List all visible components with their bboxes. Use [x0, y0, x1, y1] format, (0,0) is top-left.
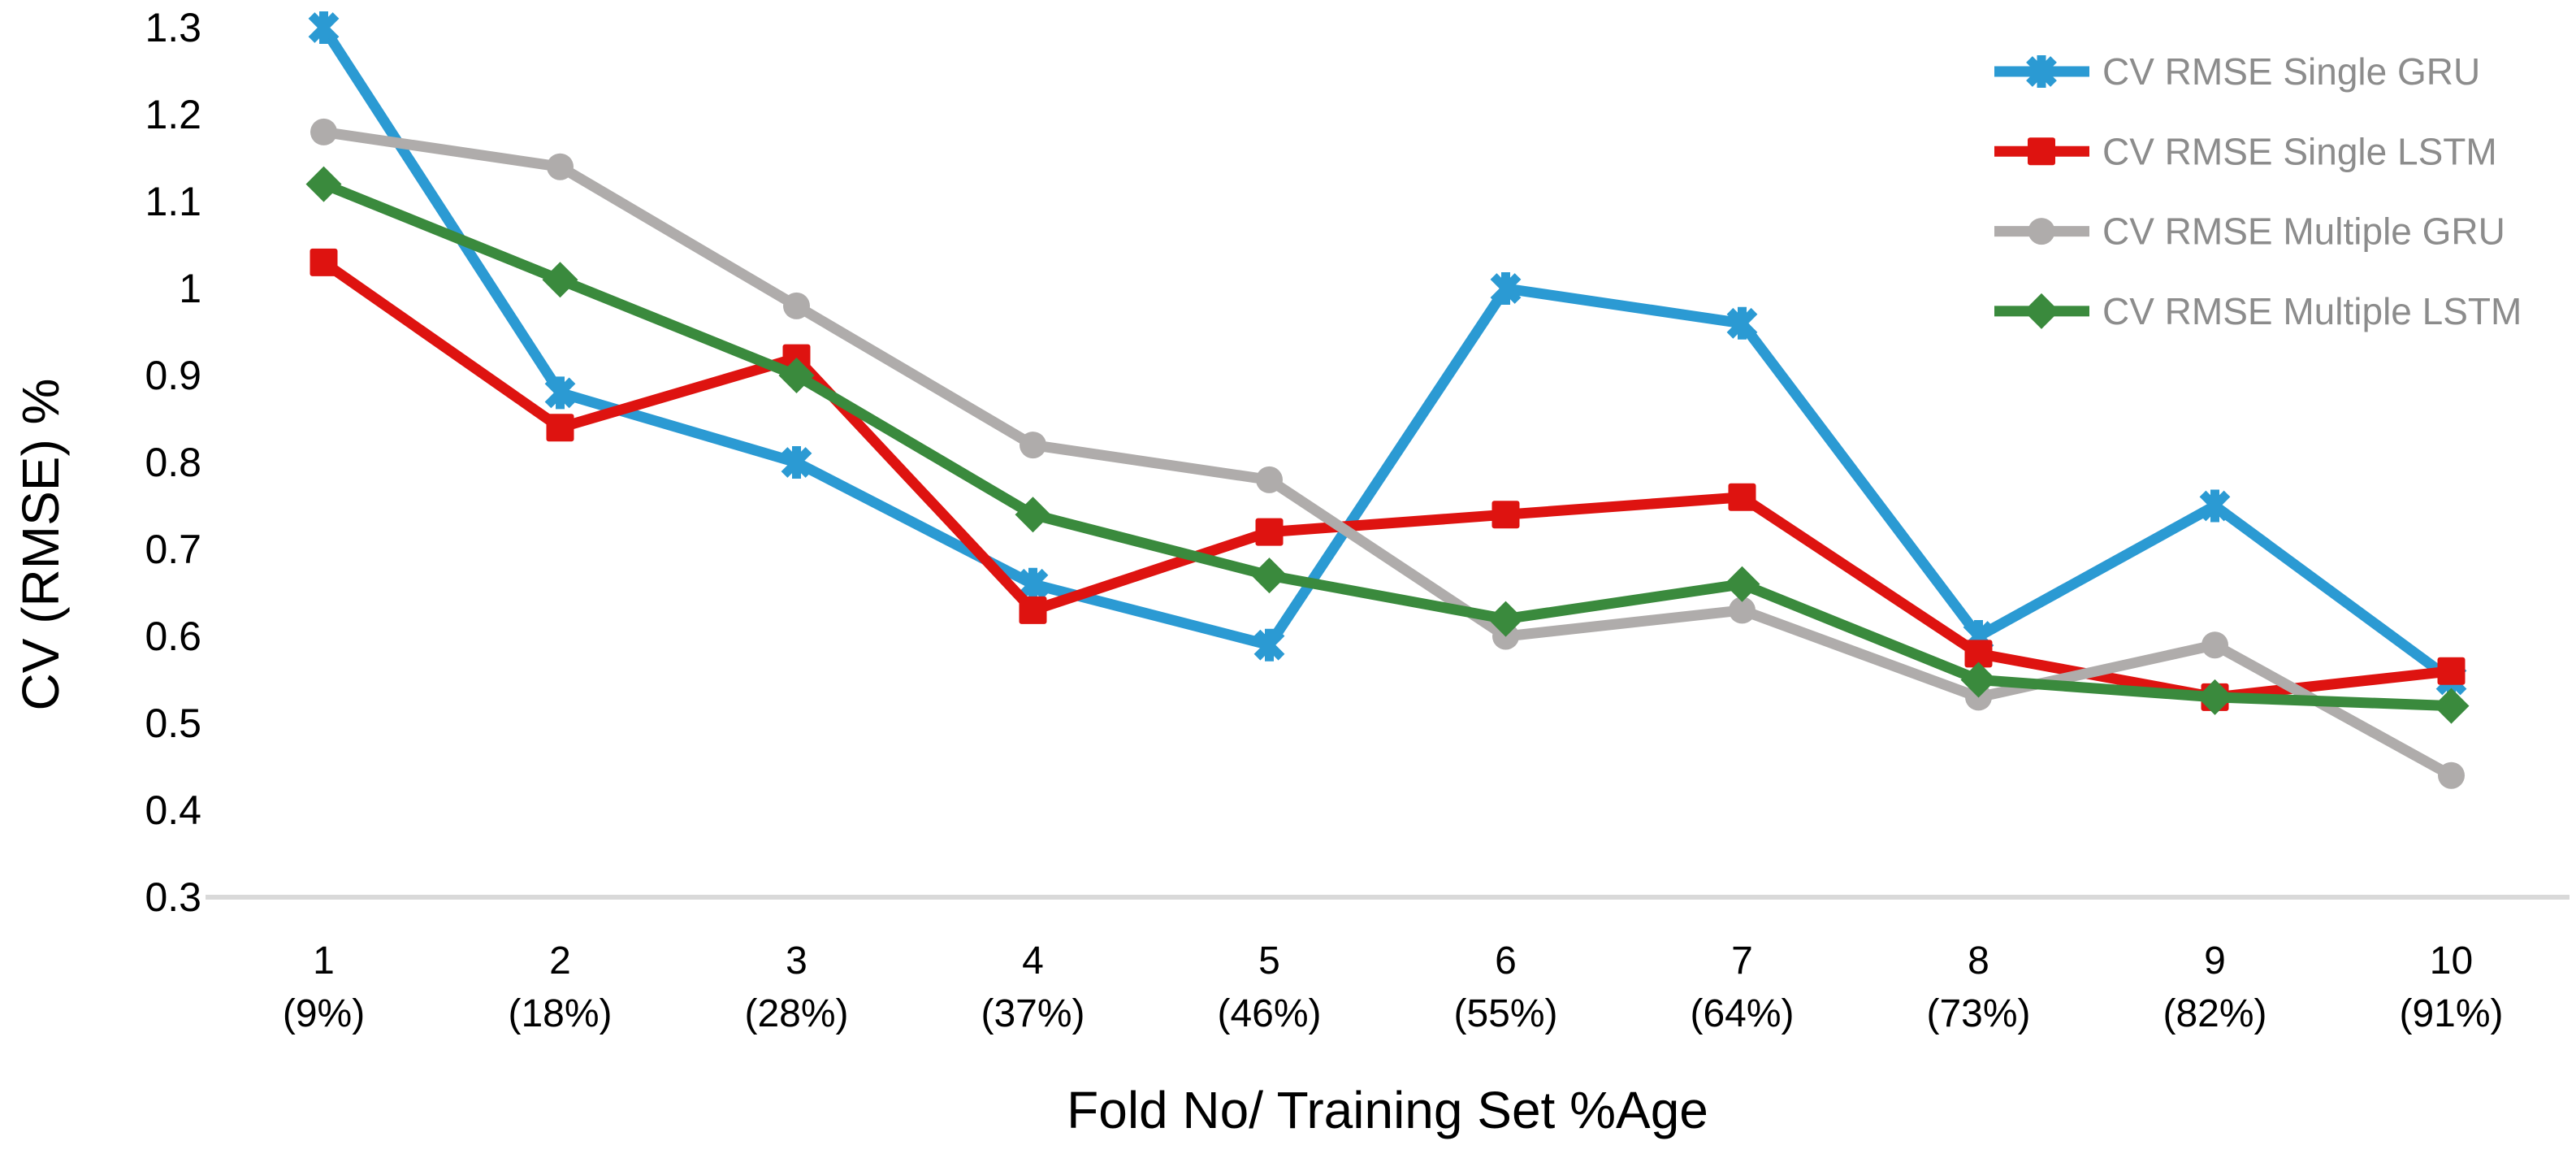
data-point-square: [2028, 137, 2055, 166]
x-tick-label-fold: 9: [2204, 939, 2226, 983]
x-tick-label-fold: 1: [313, 939, 335, 983]
legend-label: CV RMSE Single LSTM: [2102, 130, 2497, 172]
data-point-diamond: [1724, 566, 1760, 602]
legend-label: CV RMSE Multiple LSTM: [2102, 290, 2522, 332]
x-tick-label-fold: 5: [1258, 939, 1280, 983]
data-point-star: [1253, 628, 1285, 662]
data-point-circle: [1256, 466, 1283, 493]
data-point-diamond: [1251, 557, 1288, 594]
data-point-star: [308, 11, 340, 44]
x-tick-label-fold: 4: [1022, 939, 1044, 983]
data-point-diamond: [305, 166, 342, 202]
data-point-star: [1726, 306, 1758, 340]
x-axis-title: Fold No/ Training Set %Age: [1067, 1081, 1708, 1139]
data-point-circle: [310, 118, 337, 145]
series-cv-rmse-multiple-lstm: [305, 166, 2470, 724]
x-tick-label-percent: (73%): [1926, 992, 2030, 1035]
data-point-circle: [547, 153, 574, 180]
data-point-diamond: [2024, 293, 2059, 329]
legend-item: CV RMSE Single LSTM: [1994, 130, 2497, 172]
legend-item: CV RMSE Single GRU: [1994, 50, 2480, 93]
legend: CV RMSE Single GRU CV RMSE Single LSTM CV …: [1994, 50, 2522, 332]
data-point-circle: [2202, 631, 2228, 659]
y-tick-label: 1: [179, 266, 201, 311]
series-line: [318, 179, 2457, 712]
data-point-circle: [1020, 432, 1046, 459]
y-tick-label: 1.3: [145, 5, 201, 50]
x-axis-tick-labels: 1 (9%) 2 (18%) 3 (28%) 4 (37%) 5 (46%) 6 (55%) 7 (64%…: [283, 939, 2504, 1035]
x-tick-label-percent: (91%): [2399, 992, 2503, 1035]
y-tick-label: 0.4: [145, 787, 201, 833]
data-point-square: [2437, 657, 2466, 685]
x-tick-label-fold: 6: [1495, 939, 1517, 983]
data-point-circle: [2438, 761, 2465, 789]
y-tick-label: 0.8: [145, 440, 201, 485]
data-point-diamond: [1960, 662, 1997, 698]
data-point-square: [1728, 483, 1756, 511]
data-point-star: [1490, 272, 1522, 305]
data-point-square: [1255, 518, 1284, 546]
y-tick-label: 0.3: [145, 874, 201, 920]
x-tick-label-percent: (82%): [2163, 992, 2266, 1035]
x-tick-label-percent: (37%): [981, 992, 1085, 1035]
data-point-diamond: [1015, 497, 1051, 533]
data-point-circle: [1729, 597, 1756, 624]
data-point-circle: [783, 292, 810, 319]
y-tick-label: 1.1: [145, 179, 201, 224]
data-point-star: [2026, 55, 2057, 88]
series-line: [318, 126, 2457, 781]
legend-item: CV RMSE Multiple GRU: [1994, 210, 2505, 253]
x-tick-label-percent: (9%): [283, 992, 365, 1035]
data-point-star: [781, 446, 812, 479]
x-tick-label-fold: 10: [2430, 939, 2473, 983]
y-tick-label: 0.9: [145, 353, 201, 398]
y-tick-label: 1.2: [145, 92, 201, 137]
data-point-square: [1491, 501, 1520, 529]
data-point-square: [1964, 640, 1993, 668]
data-point-square: [546, 414, 574, 442]
legend-item: CV RMSE Multiple LSTM: [1994, 290, 2522, 332]
x-tick-label-fold: 3: [786, 939, 807, 983]
x-tick-label-percent: (18%): [508, 992, 612, 1035]
x-tick-label-percent: (46%): [1217, 992, 1321, 1035]
x-tick-label-fold: 8: [1968, 939, 1989, 983]
y-tick-label: 0.6: [145, 614, 201, 659]
y-axis-title: CV (RMSE) %: [11, 379, 70, 711]
data-point-diamond: [2433, 688, 2470, 724]
series-cv-rmse-single-gru: [308, 11, 2467, 696]
data-point-square: [310, 248, 338, 276]
series-lines: [305, 11, 2470, 789]
data-point-star: [1017, 567, 1049, 601]
data-point-diamond: [778, 358, 815, 393]
data-point-diamond: [542, 262, 578, 298]
x-tick-label-percent: (64%): [1690, 992, 1794, 1035]
x-tick-label-percent: (28%): [744, 992, 848, 1035]
data-point-square: [1019, 596, 1047, 624]
y-axis-tick-labels: 1.3 1.2 1.1 1 0.9 0.8 0.7 0.6 0.5 0.4 0.3: [145, 5, 201, 920]
data-point-star: [544, 376, 576, 410]
series-line: [318, 22, 2457, 685]
x-tick-label-fold: 7: [1731, 939, 1753, 983]
legend-label: CV RMSE Single GRU: [2102, 50, 2480, 93]
y-tick-label: 0.7: [145, 527, 201, 572]
data-point-star: [2199, 489, 2231, 523]
x-tick-label-fold: 2: [549, 939, 571, 983]
data-point-diamond: [2197, 679, 2233, 715]
x-tick-label-percent: (55%): [1453, 992, 1557, 1035]
legend-label: CV RMSE Multiple GRU: [2102, 210, 2505, 253]
y-tick-label: 0.5: [145, 701, 201, 746]
data-point-circle: [2028, 218, 2055, 245]
series-cv-rmse-multiple-gru: [310, 118, 2465, 789]
data-point-diamond: [1487, 601, 1524, 637]
